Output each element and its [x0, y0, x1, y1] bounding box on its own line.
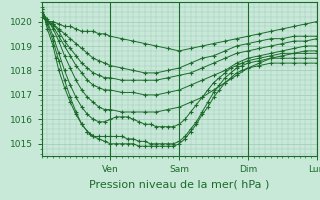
X-axis label: Pression niveau de la mer( hPa ): Pression niveau de la mer( hPa ) — [89, 180, 269, 190]
